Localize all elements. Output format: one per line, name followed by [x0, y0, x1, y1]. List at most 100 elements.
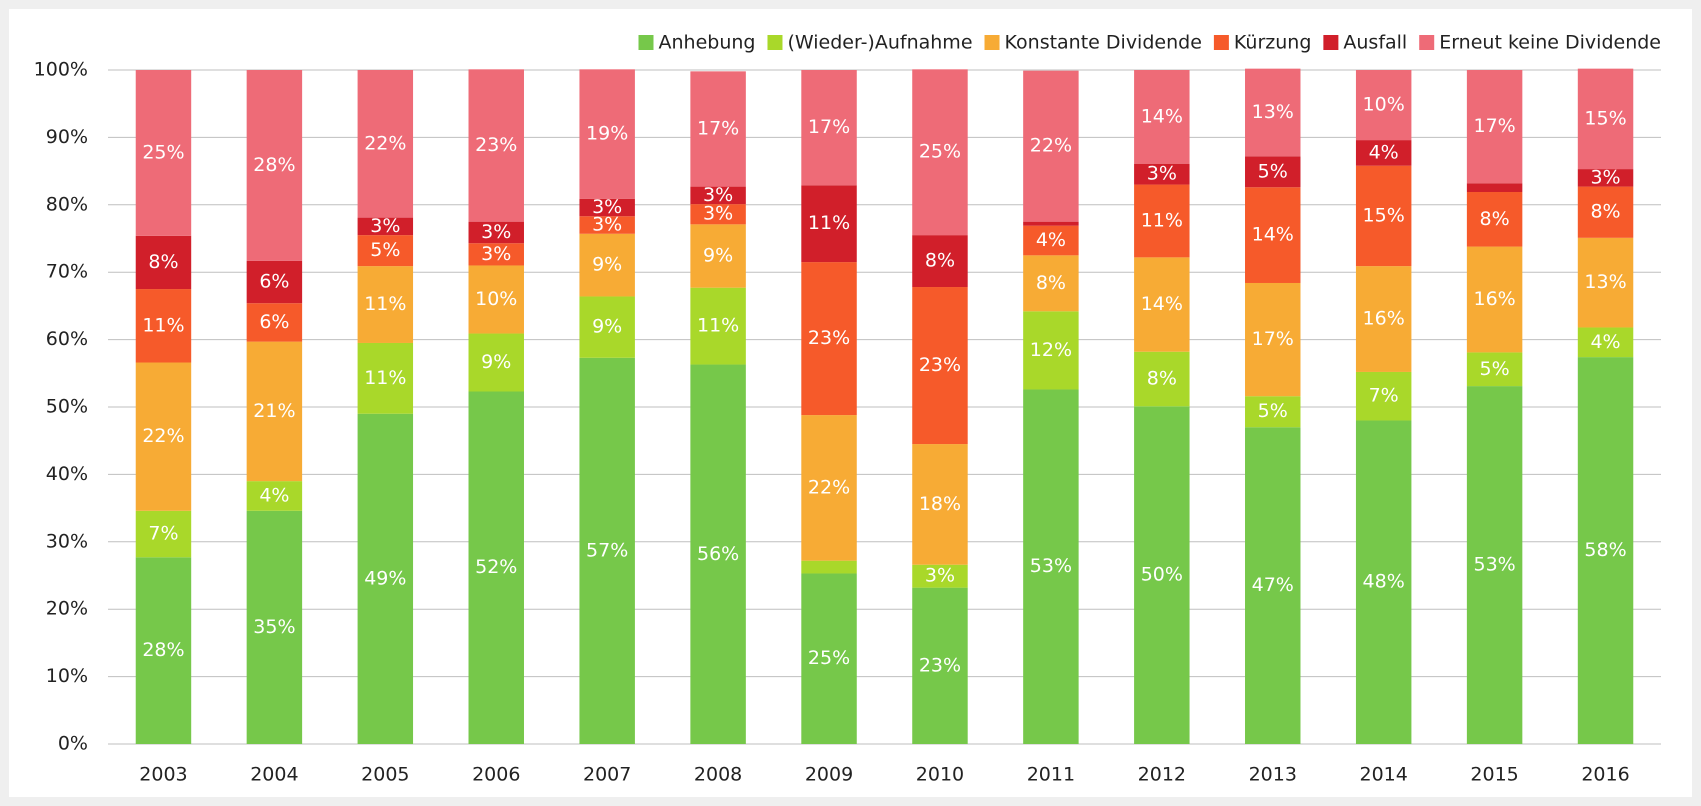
bar-segment [579, 296, 635, 358]
bar-segment [579, 357, 635, 744]
bar-segment [1355, 165, 1412, 267]
value-label: 50% [1141, 564, 1183, 586]
bar-segment [1577, 357, 1634, 744]
value-label: 13% [1252, 101, 1294, 123]
value-label: 7% [1369, 385, 1399, 407]
bar-segment [801, 70, 857, 186]
y-tick-label: 0% [58, 733, 88, 755]
bar-segment [246, 70, 303, 261]
bar-segment [1134, 163, 1190, 185]
value-label: 11% [1141, 209, 1183, 231]
bar-segment [1134, 351, 1190, 407]
y-tick-label: 90% [46, 126, 88, 148]
value-label: 9% [592, 316, 622, 338]
value-label: 23% [475, 134, 517, 156]
value-label: 15% [1584, 107, 1626, 129]
value-label: 3% [370, 215, 400, 237]
bar-segment [246, 260, 303, 304]
bar-segment [1577, 327, 1634, 358]
value-label: 47% [1252, 574, 1294, 596]
value-label: 7% [148, 523, 178, 545]
value-label: 11% [364, 293, 406, 315]
x-tick-label: 2007 [583, 764, 631, 786]
legend-swatch [984, 35, 1000, 50]
value-label: 18% [919, 493, 961, 515]
x-tick-label: 2015 [1470, 764, 1518, 786]
bar-segment [912, 69, 968, 236]
bar-segment [468, 391, 524, 744]
bar-segment [801, 573, 857, 744]
y-tick-label: 50% [46, 396, 88, 418]
bar-segment [1245, 427, 1301, 744]
value-label: 53% [1030, 555, 1072, 577]
value-label: 57% [586, 539, 628, 561]
legend-swatch [767, 35, 783, 50]
y-tick-label: 100% [34, 59, 88, 81]
value-label: 3% [481, 243, 511, 265]
bar-segment [135, 510, 192, 558]
bar-segment [468, 243, 524, 266]
value-label: 19% [586, 123, 628, 145]
bar-segment [1134, 257, 1190, 352]
value-label: 4% [259, 484, 289, 506]
bar-segment [1466, 70, 1523, 184]
value-label: 3% [1147, 163, 1177, 185]
value-label: 9% [481, 351, 511, 373]
bar-segment [912, 444, 968, 565]
value-label: 9% [703, 245, 733, 267]
value-label: 28% [253, 154, 295, 176]
x-tick-label: 2003 [139, 764, 187, 786]
y-tick-label: 70% [46, 261, 88, 283]
legend-swatch [1323, 35, 1339, 50]
value-label: 9% [592, 254, 622, 276]
y-tick-label: 10% [46, 665, 88, 687]
bar-segment [1355, 140, 1412, 166]
value-label: 58% [1584, 539, 1626, 561]
bar-segment [1023, 311, 1079, 390]
bar-segment [912, 564, 968, 588]
bar-segment [468, 221, 524, 244]
bar-segment [1466, 191, 1523, 247]
bar-segment [135, 235, 192, 290]
value-label: 52% [475, 556, 517, 578]
x-tick-label: 2010 [916, 764, 964, 786]
value-label: 6% [259, 270, 289, 292]
value-label: 22% [1030, 135, 1072, 157]
value-label: 13% [1584, 271, 1626, 293]
value-label: 17% [1252, 328, 1294, 350]
bar-segment [1023, 225, 1079, 256]
legend-label: (Wieder-)Aufnahme [787, 32, 972, 54]
bar-segment [1466, 386, 1523, 744]
bar-segment [1355, 266, 1412, 372]
bar-segment [1245, 68, 1301, 157]
bar-segment [1134, 70, 1190, 164]
bar-segment [690, 364, 746, 744]
value-label: 11% [808, 212, 850, 234]
value-label: 10% [1363, 94, 1405, 116]
y-tick-label: 60% [46, 328, 88, 350]
value-label: 22% [142, 425, 184, 447]
bar-segment [1466, 246, 1523, 353]
value-label: 49% [364, 567, 406, 589]
legend-label: Konstante Dividende [1005, 32, 1202, 54]
bar-segment [1355, 420, 1412, 744]
legend-label: Erneut keine Dividende [1439, 32, 1661, 54]
bar-segment [1023, 389, 1079, 744]
value-label: 56% [697, 543, 739, 565]
x-tick-label: 2016 [1581, 764, 1629, 786]
bar-segment [1245, 156, 1301, 188]
bar-segment [357, 235, 414, 267]
value-label: 3% [592, 214, 622, 236]
bar-segment [579, 69, 635, 199]
value-label: 15% [1363, 204, 1405, 226]
bar-segment [1023, 255, 1079, 312]
bar-segment [579, 233, 635, 297]
value-label: 10% [475, 288, 517, 310]
value-label: 8% [1147, 368, 1177, 390]
value-label: 8% [148, 251, 178, 273]
value-label: 5% [370, 239, 400, 261]
bar-segment [246, 510, 303, 744]
value-label: 3% [592, 196, 622, 218]
value-label: 8% [925, 250, 955, 272]
bar-segment [801, 262, 857, 416]
